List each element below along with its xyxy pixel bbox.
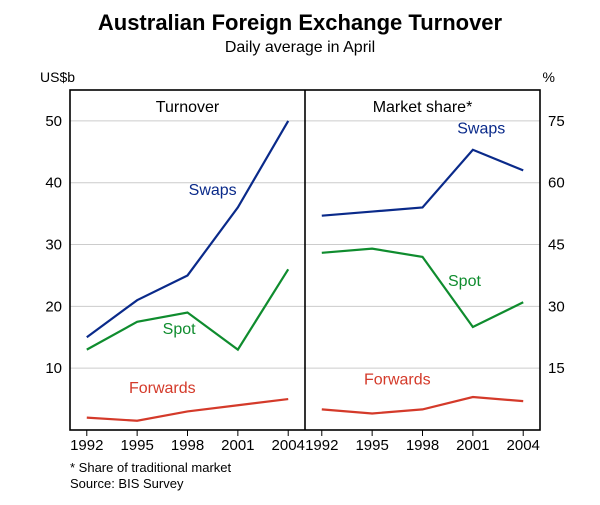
right-unit: %: [543, 69, 555, 85]
chart-title: Australian Foreign Exchange Turnover: [98, 10, 503, 35]
right-forwards-line: [322, 397, 523, 413]
right-swaps-label: Swaps: [457, 120, 505, 137]
footnote-star: * Share of traditional market: [70, 460, 232, 475]
right-forwards-label: Forwards: [364, 372, 431, 389]
xtick: 1995: [355, 437, 388, 454]
left-swaps-label: Swaps: [189, 182, 237, 199]
xtick: 2001: [221, 437, 254, 454]
ytick-right: 45: [548, 237, 565, 254]
left-unit: US$b: [40, 69, 75, 85]
ytick-left: 10: [45, 360, 62, 377]
ytick-right: 60: [548, 175, 565, 192]
line-chart: Australian Foreign Exchange Turnover Dail…: [0, 0, 600, 505]
left-panel-label: Turnover: [156, 99, 220, 116]
xtick: 1998: [406, 437, 439, 454]
left-swaps-line: [87, 121, 288, 337]
xtick: 1995: [120, 437, 153, 454]
xtick: 1992: [70, 437, 103, 454]
ytick-right: 75: [548, 113, 565, 130]
right-spot-label: Spot: [448, 273, 481, 290]
ytick-left: 40: [45, 175, 62, 192]
right-panel-label: Market share*: [373, 99, 473, 116]
xtick: 1998: [171, 437, 204, 454]
ytick-left: 50: [45, 113, 62, 130]
right-spot-line: [322, 249, 523, 327]
footnote-source: Source: BIS Survey: [70, 476, 184, 491]
xtick: 2001: [456, 437, 489, 454]
xtick: 2004: [272, 437, 305, 454]
xtick: 1992: [305, 437, 338, 454]
left-forwards-label: Forwards: [129, 380, 196, 397]
xtick: 2004: [507, 437, 540, 454]
ytick-right: 30: [548, 298, 565, 315]
ytick-left: 20: [45, 298, 62, 315]
ytick-left: 30: [45, 237, 62, 254]
left-spot-label: Spot: [163, 321, 196, 338]
left-forwards-line: [87, 399, 288, 421]
chart-subtitle: Daily average in April: [225, 39, 375, 56]
ytick-right: 15: [548, 360, 565, 377]
